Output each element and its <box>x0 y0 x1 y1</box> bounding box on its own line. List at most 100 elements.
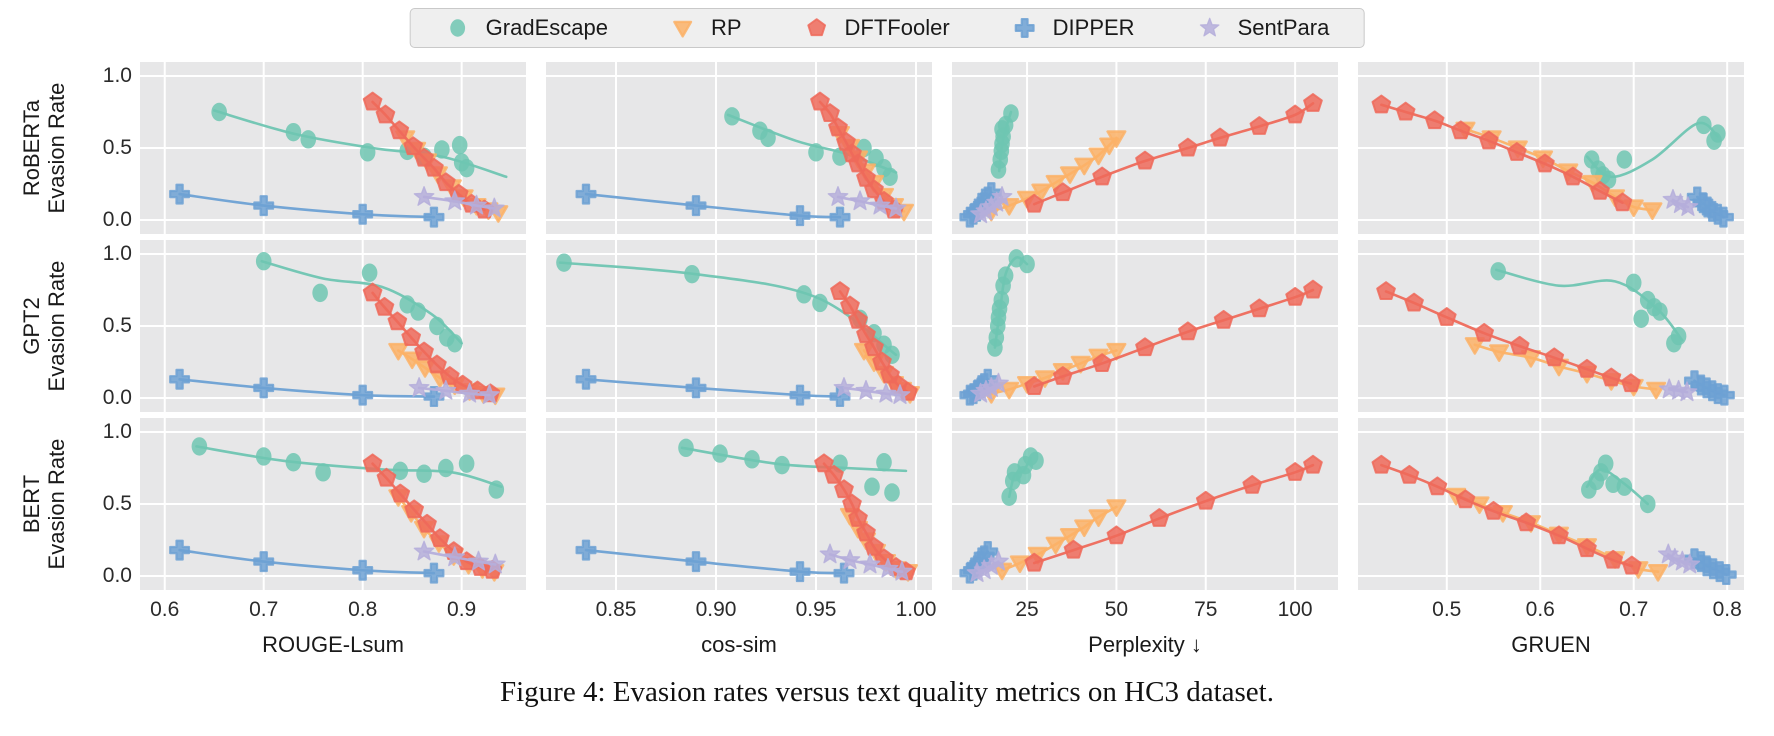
series-dipper <box>169 183 445 228</box>
plot-RoBERTa-ROUGE-Lsum <box>140 62 526 234</box>
series-sentpara <box>408 377 500 405</box>
series-sentpara <box>1662 188 1699 216</box>
plot-GPT2-Perplexity <box>952 240 1338 412</box>
series-dipper <box>575 183 851 228</box>
series-sentpara <box>1658 378 1698 402</box>
series-sentpara <box>970 372 1009 403</box>
x-tick-label: 0.7 <box>1619 598 1649 621</box>
x-tick-label: 0.6 <box>1525 598 1555 621</box>
gridlines <box>952 240 1338 412</box>
series-dftfooler <box>810 91 904 219</box>
legend-item-dftfooler: DFTFooler <box>804 15 950 41</box>
series-dftfooler <box>1024 93 1323 213</box>
series-gradescape <box>1583 115 1726 189</box>
gridlines <box>546 418 932 590</box>
x-tick-label: 0.95 <box>795 598 837 621</box>
x-tick-label: 0.8 <box>348 598 378 621</box>
legend-item-sentpara: SentPara <box>1197 15 1330 41</box>
series-dftfooler <box>362 282 501 403</box>
x-tick-label: 0.5 <box>1432 598 1462 621</box>
gridlines <box>952 418 1338 590</box>
figure-caption: Figure 4: Evasion rates versus text qual… <box>500 676 1274 708</box>
plot-RoBERTa-Perplexity <box>952 62 1338 234</box>
series-sentpara <box>413 540 506 574</box>
series-sentpara <box>819 543 913 581</box>
x-tick-label: 0.9 <box>447 598 477 621</box>
x-tick-label: 0.8 <box>1712 598 1742 621</box>
y-tick-label: 0.5 <box>102 492 132 515</box>
series-sentpara <box>833 377 911 405</box>
x-tick-label: 0.7 <box>249 598 279 621</box>
gridlines <box>1358 418 1744 590</box>
row-label-roberta: RoBERTa Evasion Rate <box>19 60 69 236</box>
series-gradescape <box>990 104 1019 179</box>
row-model-name: BERT <box>19 474 44 534</box>
triangle-marker-icon <box>673 20 693 38</box>
legend-label: RP <box>710 15 742 40</box>
series-gradescape <box>191 437 505 499</box>
row-ylabel: Evasion Rate <box>44 82 69 214</box>
series-dipper <box>575 539 855 584</box>
x-axis-label-0: ROUGE-Lsum <box>262 632 404 657</box>
x-tick-label: 50 <box>1104 598 1129 621</box>
pentagon-marker-icon <box>807 18 826 37</box>
legend-item-rp: RP <box>670 15 742 41</box>
x-tick-label: 0.6 <box>150 598 180 621</box>
series-dipper <box>169 368 445 408</box>
y-tick-label: 0.0 <box>102 564 132 587</box>
y-tick-label: 1.0 <box>102 242 132 265</box>
gridlines <box>546 240 932 412</box>
series-dipper <box>169 539 445 584</box>
series-gradescape <box>1490 262 1687 353</box>
series-dftfooler <box>830 281 918 401</box>
row-label-bert: BERT Evasion Rate <box>19 416 69 592</box>
series-gradescape <box>1581 454 1656 514</box>
legend-label: GradEscape <box>485 15 608 40</box>
circle-marker-icon <box>450 19 466 37</box>
y-tick-label: 1.0 <box>102 420 132 443</box>
y-tick-label: 0.5 <box>102 314 132 337</box>
series-sentpara <box>966 550 1009 583</box>
series-sentpara <box>1657 543 1701 574</box>
gridlines <box>1358 240 1744 412</box>
x-tick-label: 100 <box>1277 598 1313 621</box>
x-axis-label-1: cos-sim <box>701 632 777 657</box>
row-model-name: GPT2 <box>19 297 44 355</box>
row-ylabel: Evasion Rate <box>44 260 69 392</box>
plot-RoBERTa-GRUEN <box>1358 62 1744 234</box>
y-tick-label: 0.0 <box>102 386 132 409</box>
legend: GradEscape RP DFTFooler DIPPER SentPara <box>409 8 1365 48</box>
y-tick-label: 0.5 <box>102 136 132 159</box>
y-tick-label: 1.0 <box>102 64 132 87</box>
plot-GPT2-ROUGE-Lsum <box>140 240 526 412</box>
plot-RoBERTa-cos-sim <box>546 62 932 234</box>
x-tick-label: 0.90 <box>695 598 737 621</box>
series-gradescape <box>211 102 508 179</box>
series-dftfooler <box>1376 281 1641 393</box>
plot-BERT-GRUEN <box>1358 418 1744 590</box>
legend-item-gradescape: GradEscape <box>445 15 608 41</box>
series-sentpara <box>970 186 1013 224</box>
x-tick-label: 75 <box>1194 598 1218 621</box>
series-dipper <box>1683 548 1737 586</box>
series-gradescape <box>987 249 1035 357</box>
plot-GPT2-cos-sim <box>546 240 932 412</box>
plot-BERT-Perplexity <box>952 418 1338 590</box>
series-sentpara <box>413 186 505 218</box>
row-model-name: RoBERTa <box>19 99 44 197</box>
series-dipper <box>1686 186 1734 228</box>
x-tick-label: 0.85 <box>595 598 637 621</box>
x-tick-label: 1.00 <box>895 598 937 621</box>
series-gradescape <box>678 438 908 502</box>
legend-label: DIPPER <box>1052 15 1135 40</box>
legend-item-dipper: DIPPER <box>1012 15 1135 41</box>
series-gradescape <box>1001 447 1044 506</box>
x-axis-label-3: GRUEN <box>1511 632 1591 657</box>
legend-label: SentPara <box>1237 15 1330 40</box>
legend-label: DFTFooler <box>844 15 950 40</box>
row-ylabel: Evasion Rate <box>44 438 69 570</box>
row-label-gpt2: GPT2 Evasion Rate <box>19 238 69 414</box>
plot-BERT-cos-sim <box>546 418 932 590</box>
series-dftfooler <box>1371 454 1642 575</box>
